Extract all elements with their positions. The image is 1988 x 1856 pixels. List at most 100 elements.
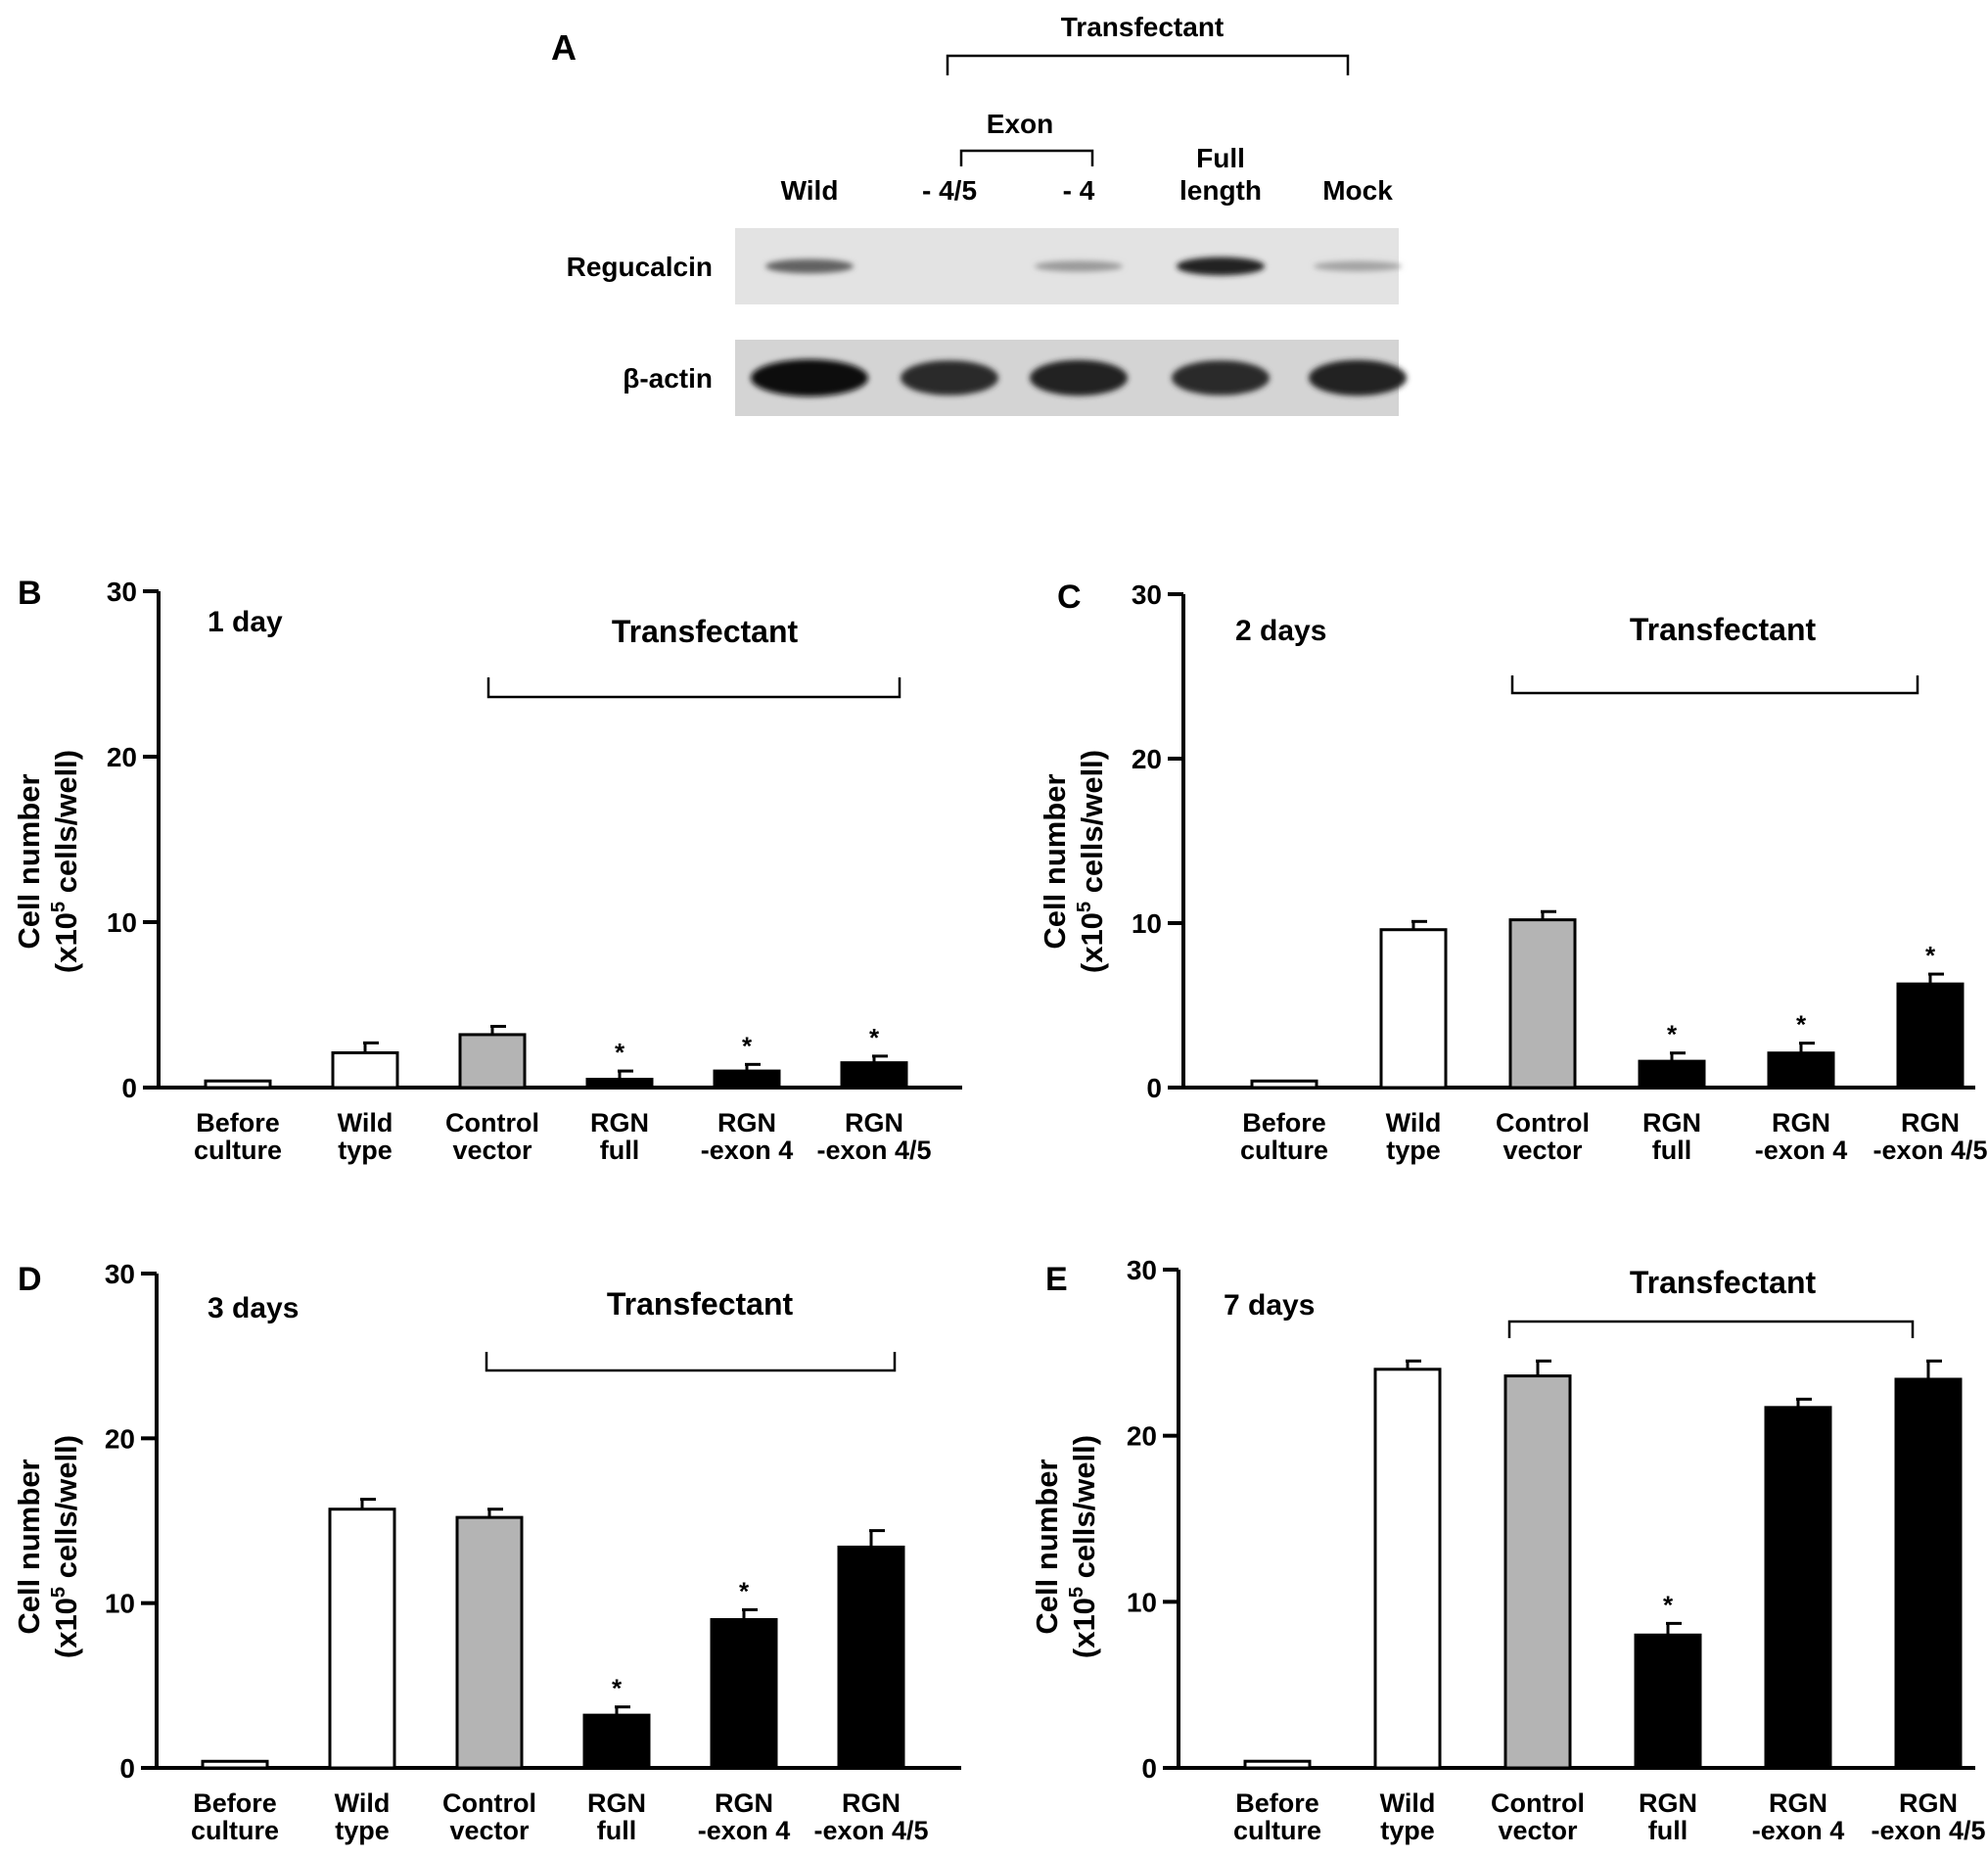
x-tick-label: Control [1496,1108,1590,1137]
blot-row-label: β-actin [623,363,713,394]
bar [1508,918,1577,1090]
y-axis-label-line1: Cell number [12,1459,46,1634]
x-tick-label: Wild [335,1788,391,1818]
x-tick-label: culture [194,1136,282,1165]
y-axis-label-line1: Cell number [1030,1459,1064,1634]
significance-mark: * [612,1674,623,1703]
x-tick-label: Wild [1386,1108,1442,1137]
bar [204,1079,272,1090]
chart-title: 3 days [208,1292,299,1324]
y-tick-label: 30 [1132,580,1162,610]
y-tick-label: 30 [107,577,137,607]
y-axis-label-exp: 5 [1074,902,1095,912]
x-tick-label: vector [1503,1136,1583,1165]
y-axis-label-unit-end: cells/well) [49,1435,83,1587]
x-tick-label: RGN [845,1108,903,1137]
blot-band [751,359,868,396]
x-tick-label: full [597,1816,637,1845]
y-axis-label-unit-end: cells/well) [1067,1435,1101,1587]
y-axis-label: Cell number (x105 cells/well) [1038,750,1109,973]
y-axis-label-line2: (x105 cells/well) [48,750,83,973]
y-tick-label: 20 [1127,1421,1157,1452]
y-axis-label-unit: (x10 [49,912,83,973]
bar [713,1069,781,1090]
blot-band [901,360,998,395]
panel-letter: A [551,27,577,68]
x-tick-label: -exon 4/5 [813,1816,928,1845]
y-tick-label: 10 [105,1589,135,1619]
x-tick-label: Before [1235,1788,1319,1818]
y-axis-label-unit-end: cells/well) [1075,750,1109,902]
x-tick-label: Control [445,1108,539,1137]
bar [837,1545,905,1770]
x-tick-label: Before [193,1788,277,1818]
bar [1767,1051,1835,1090]
y-axis-label-unit-end: cells/well) [49,750,83,902]
y-tick-label: 30 [105,1259,135,1289]
lane-label: Wild [781,175,839,206]
x-tick-label: full [1648,1816,1688,1845]
y-tick-label: 10 [107,907,137,938]
significance-mark: * [869,1023,880,1052]
lane-label: - 4 [1063,175,1095,206]
chart-title: 1 day [208,606,283,638]
blot-band [765,258,854,274]
blot-band [1035,260,1123,272]
significance-mark: * [615,1038,625,1067]
panel-letter: C [1057,579,1082,616]
chart-panel-d: D 3 days Transfectant 0 10 20 30 Cell number (x1… [12,1259,961,1845]
bar [1638,1059,1706,1090]
x-tick-label: type [1380,1816,1435,1845]
y-tick-label: 20 [1132,744,1162,774]
bar [1379,928,1448,1090]
lane-label: - 4/5 [922,175,977,206]
bar [710,1618,778,1770]
y-tick-label: 30 [1127,1255,1157,1285]
x-tick-label: Control [442,1788,536,1818]
blot-band [1314,260,1402,272]
x-tick-label: vector [452,1136,532,1165]
transfectant-label: Transfectant [612,614,799,649]
x-tick-label: RGN [590,1108,649,1137]
significance-mark: * [1925,941,1936,970]
x-tick-label: RGN [587,1788,646,1818]
x-tick-label: RGN [1769,1788,1827,1818]
bar [582,1713,651,1770]
x-tick-label: -exon 4/5 [1871,1816,1985,1845]
x-tick-label: type [338,1136,393,1165]
x-tick-label: culture [1233,1816,1321,1845]
x-tick-label: Before [1242,1108,1326,1137]
x-tick-label: -exon 4 [1752,1816,1845,1845]
y-tick-label: 0 [121,1073,137,1103]
panel-letter: D [18,1261,42,1298]
bar [455,1515,524,1770]
bar [1503,1374,1572,1770]
x-tick-label: RGN [715,1788,773,1818]
significance-mark: * [1667,1020,1678,1049]
chart-title: 7 days [1224,1289,1315,1322]
y-axis-label-unit: (x10 [49,1598,83,1658]
y-axis-label-line2: (x105 cells/well) [48,1435,83,1658]
transfectant-label: Transfectant [1630,1265,1817,1300]
bar [1243,1759,1312,1770]
chart-panel-b: B 1 day Transfectant 0 10 20 30 Cell number (x10… [12,575,962,1165]
x-tick-label: -exon 4 [701,1136,794,1165]
x-tick-label: RGN [842,1788,901,1818]
x-tick-label: RGN [1639,1788,1697,1818]
x-tick-label: RGN [1772,1108,1830,1137]
y-tick-label: 20 [107,742,137,772]
y-axis-label-unit: (x10 [1075,912,1109,973]
bar [1894,1377,1963,1770]
transfectant-label: Transfectant [1630,612,1817,647]
x-tick-label: Control [1491,1788,1585,1818]
x-tick-label: culture [1240,1136,1328,1165]
transfectant-bracket [1507,1320,1915,1338]
significance-mark: * [1796,1010,1807,1040]
x-tick-label: RGN [717,1108,776,1137]
x-tick-label: Wild [1380,1788,1436,1818]
chart-panel-c: C 2 days Transfectant 0 10 20 30 Cell number (x1… [1038,579,1988,1165]
bar [1373,1368,1442,1770]
bar [840,1061,908,1090]
